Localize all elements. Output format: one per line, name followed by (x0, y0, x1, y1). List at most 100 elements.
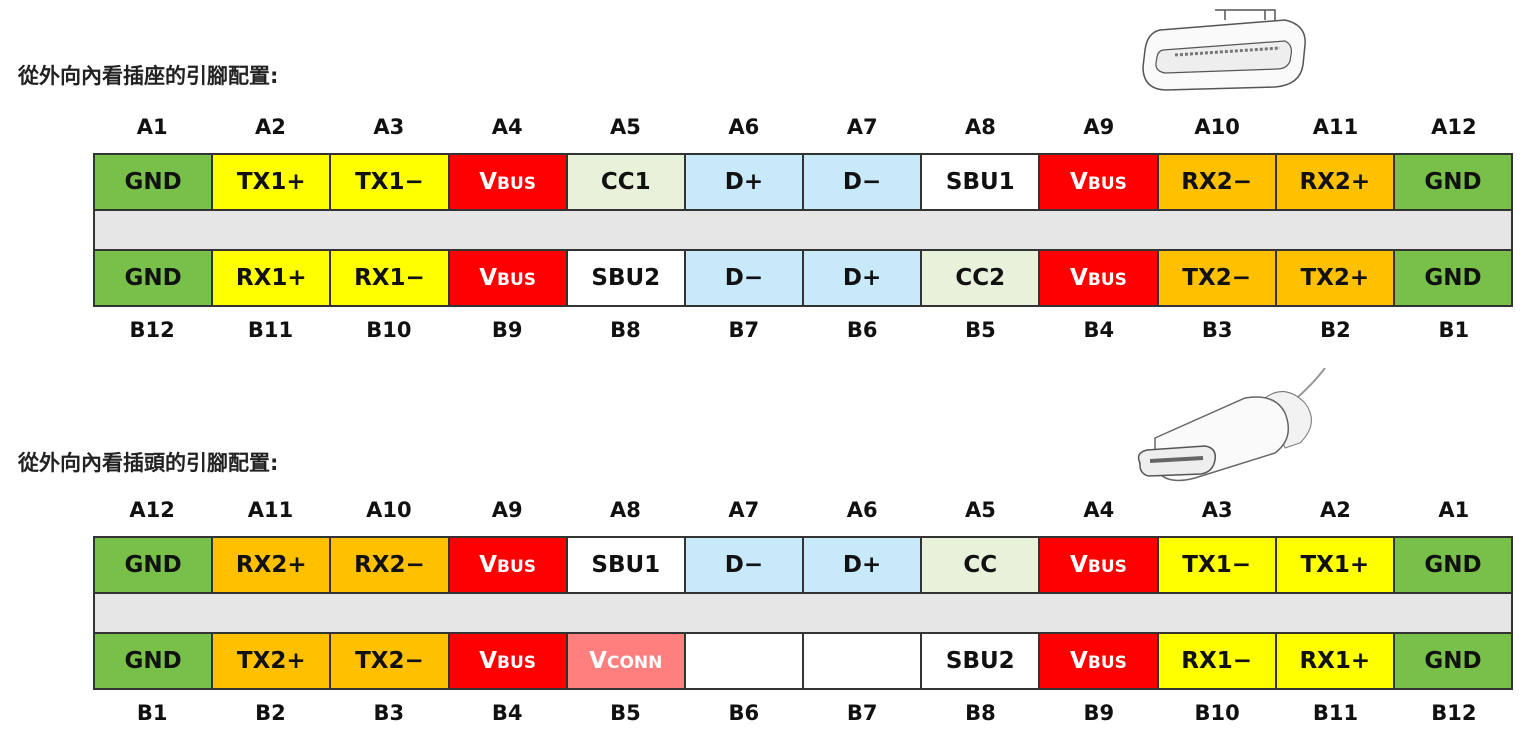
pin-cell: VBUS (449, 634, 568, 688)
pin-cell: SBU2 (922, 634, 1041, 688)
pin-label: A4 (1083, 498, 1115, 522)
pin-cell: D+ (804, 538, 923, 592)
pin-name: VBUS (1070, 552, 1127, 578)
pin-label: A10 (1194, 115, 1240, 139)
pin-label: A8 (610, 498, 641, 522)
pin-name: GND (124, 265, 182, 291)
pin-cell: VCONN (567, 634, 686, 688)
pin-cell: GND (95, 155, 214, 209)
pin-name: GND (1424, 265, 1482, 291)
pin-name: RX1− (354, 265, 425, 291)
pin-label: B2 (255, 701, 286, 725)
pin-name: SBU1 (591, 552, 661, 578)
pin-cell: TX1− (1158, 538, 1277, 592)
pin-name: GND (1424, 552, 1482, 578)
pin-cell: D− (685, 251, 805, 305)
pin-cell: GND (1394, 155, 1512, 209)
pin-cell: D+ (685, 155, 805, 209)
pin-cell: GND (1394, 251, 1512, 305)
pin-name: TX2+ (1300, 265, 1370, 291)
pin-cell: VBUS (449, 155, 568, 209)
pin-label: B3 (373, 701, 405, 725)
pin-label: B5 (610, 701, 641, 725)
pin-label: A9 (1083, 115, 1115, 139)
pin-label: A1 (136, 115, 168, 139)
pin-cell: GND (1394, 538, 1512, 592)
pin-label: A12 (129, 498, 175, 522)
pin-cell: RX2+ (213, 538, 332, 592)
pin-label: A3 (1201, 498, 1233, 522)
pin-cell (804, 634, 923, 688)
section-title: 從外向內看插頭的引腳配置: (18, 451, 279, 475)
pin-label: B3 (1201, 318, 1233, 342)
row-gap (95, 592, 1511, 634)
pin-cell: CC1 (567, 155, 686, 209)
pin-name: RX2− (354, 552, 425, 578)
pin-name: SBU2 (945, 648, 1015, 674)
pin-cell: VBUS (1040, 538, 1159, 592)
pin-cell: VBUS (449, 251, 568, 305)
pin-name: D+ (842, 265, 882, 291)
pin-cell: SBU1 (922, 155, 1041, 209)
pin-cell: CC (922, 538, 1041, 592)
pin-cell: SBU1 (567, 538, 686, 592)
pin-cell: D− (685, 538, 805, 592)
pin-name: TX1− (1182, 552, 1251, 578)
pin-label: B2 (1320, 318, 1351, 342)
pin-name: VBUS (479, 648, 537, 674)
pin-label: A6 (728, 115, 760, 139)
pin-name: VBUS (479, 265, 537, 291)
pin-label: B1 (1438, 318, 1470, 342)
pin-cell: RX1− (331, 251, 450, 305)
pin-name: SBU2 (591, 265, 661, 291)
pin-cell: TX2+ (213, 634, 332, 688)
pin-cell: TX2− (331, 634, 450, 688)
pin-label: B8 (610, 318, 641, 342)
receptacle-illustration (1142, 9, 1306, 91)
pin-name: CC (963, 552, 998, 578)
pin-name: TX1+ (236, 169, 306, 195)
row-gap (95, 209, 1511, 251)
pin-label: B6 (846, 318, 878, 342)
pin-label: B9 (491, 318, 523, 342)
pin-name: RX1+ (1299, 648, 1371, 674)
pin-name: D− (724, 265, 764, 291)
pin-label: A5 (965, 498, 996, 522)
pin-cell: RX1+ (1276, 634, 1395, 688)
pin-cell: TX1+ (1276, 538, 1395, 592)
pin-label: A8 (965, 115, 996, 139)
pin-name: GND (124, 169, 182, 195)
pin-cell: SBU2 (567, 251, 686, 305)
pin-name: RX2− (1181, 169, 1252, 195)
pin-name: RX2+ (1299, 169, 1371, 195)
pin-label: B10 (1194, 701, 1240, 725)
pin-label: A1 (1438, 498, 1470, 522)
pin-cell: VBUS (1040, 155, 1159, 209)
pin-name: VCONN (589, 648, 663, 674)
pin-name: VBUS (479, 169, 537, 195)
pin-cell: TX2+ (1276, 251, 1395, 305)
pin-label: B7 (846, 701, 878, 725)
pin-name: RX2+ (235, 552, 307, 578)
pin-label: B12 (1431, 701, 1477, 725)
pin-label: B10 (366, 318, 412, 342)
pin-cell: RX1− (1158, 634, 1277, 688)
plug-illustration (1137, 368, 1326, 482)
pin-cell: D+ (804, 251, 923, 305)
pin-name: GND (1424, 648, 1482, 674)
pin-label: B12 (129, 318, 175, 342)
pin-cell: GND (1394, 634, 1512, 688)
pin-cell: RX2− (331, 538, 450, 592)
pin-name: GND (1424, 169, 1482, 195)
pin-name: VBUS (479, 552, 537, 578)
pin-name: TX2+ (236, 648, 306, 674)
pin-label: B9 (1083, 701, 1115, 725)
pin-name: GND (124, 552, 182, 578)
pin-name: RX1+ (235, 265, 307, 291)
pin-table: GND RX2+ RX2− VBUS SBU1 D− D+ CC VBUS TX1− TX1+ GND… (93, 536, 1513, 690)
pin-label: A10 (366, 498, 412, 522)
section-title: 從外向內看插座的引腳配置: (18, 64, 279, 88)
pin-row: GND TX1+ TX1− VBUS CC1 D+ D− SBU1 VBUS RX2− RX2+ GN… (95, 155, 1512, 209)
pin-cell: VBUS (449, 538, 568, 592)
